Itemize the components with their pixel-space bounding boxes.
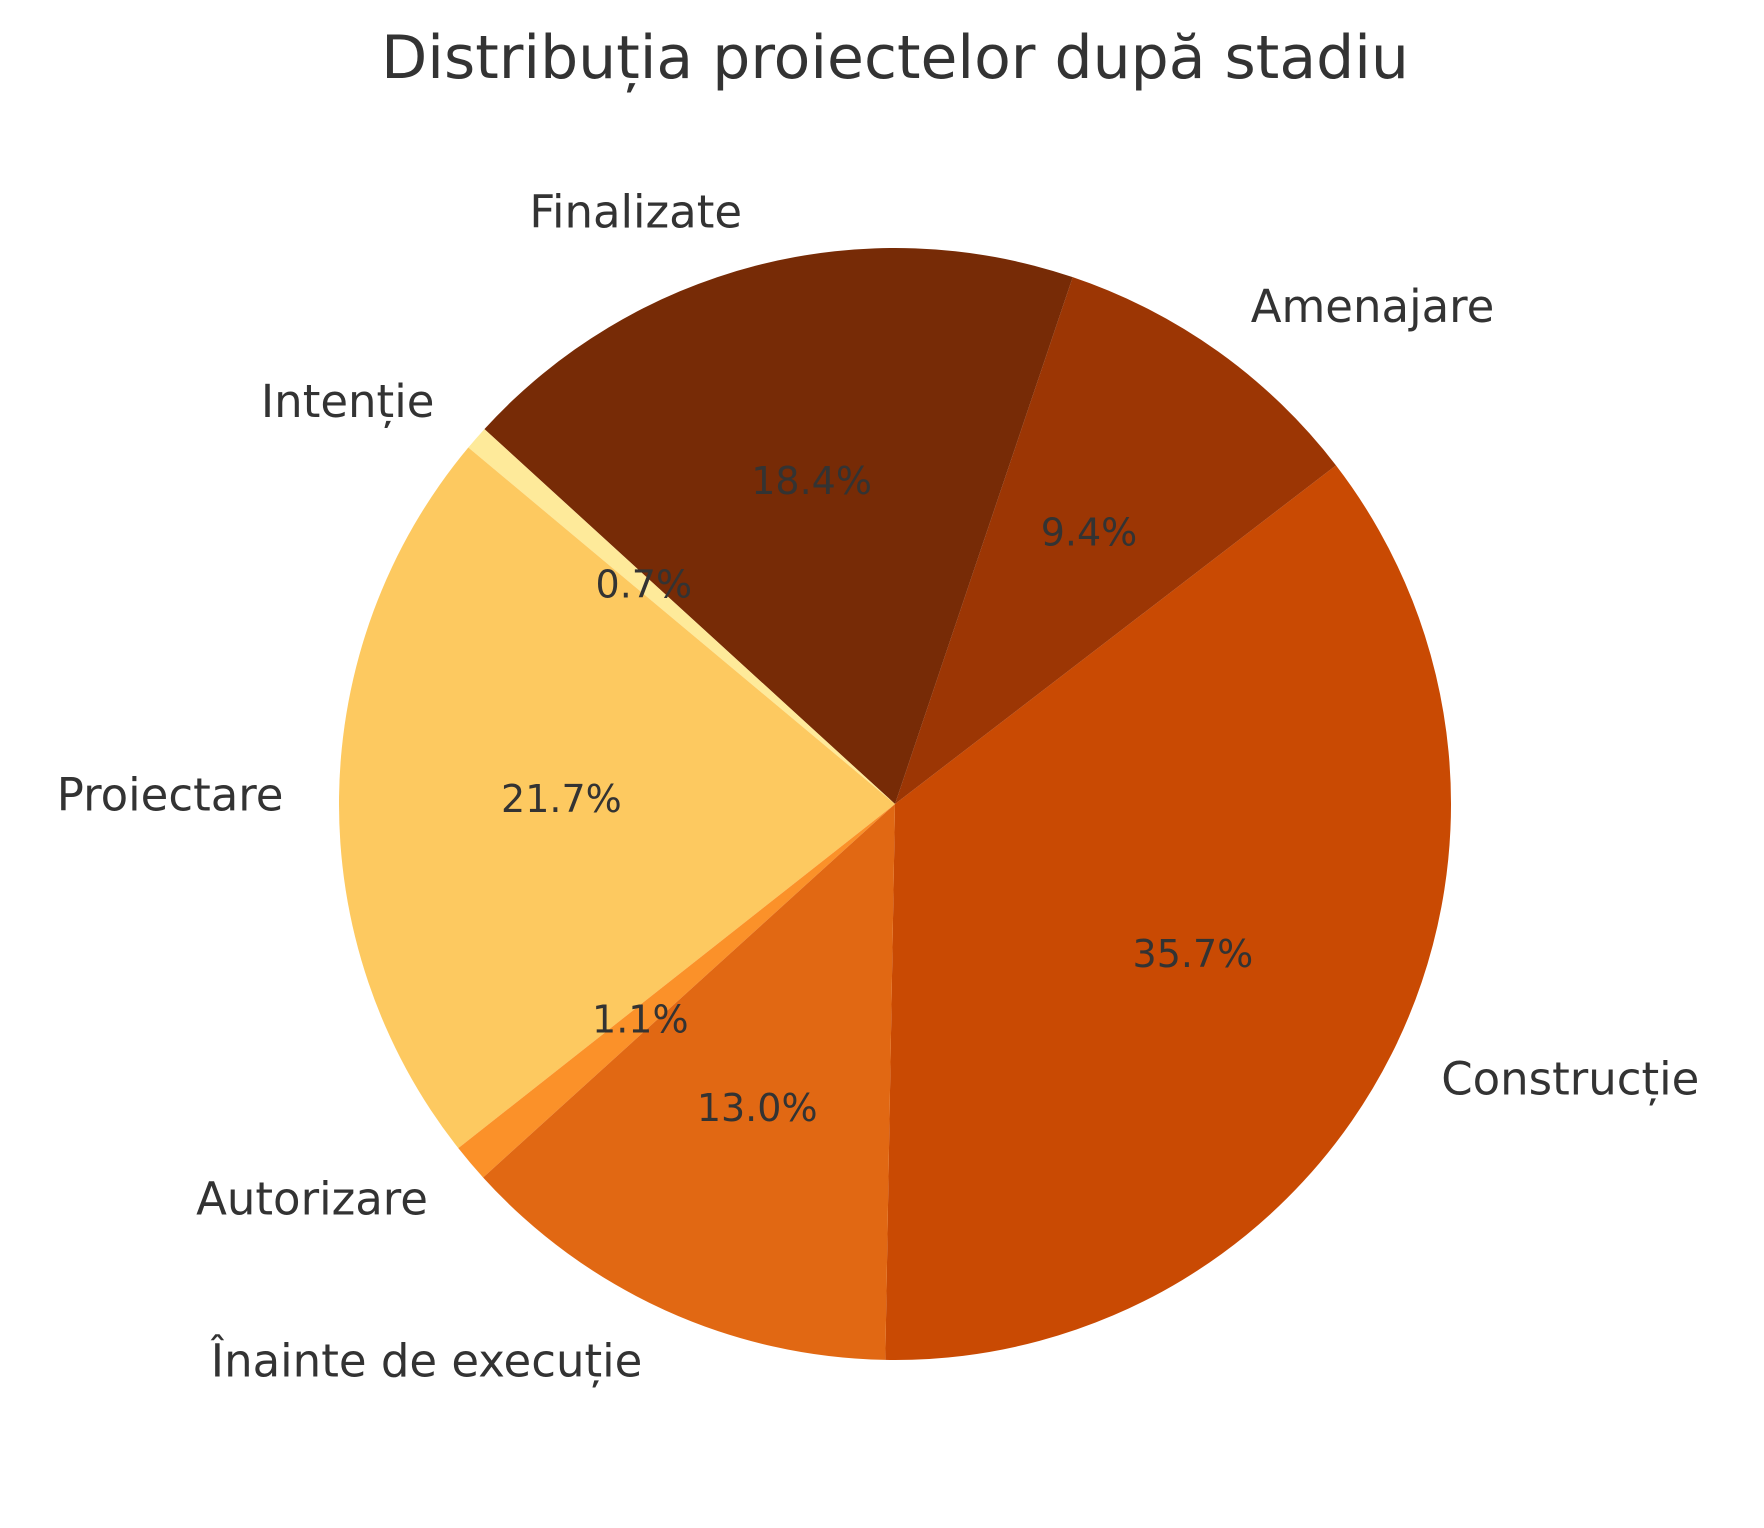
category-label-autorizare: Autorizare (196, 1172, 428, 1225)
category-label-amenajare: Amenajare (1251, 280, 1495, 333)
category-label-constructie: Construcție (1441, 1053, 1699, 1106)
pie-slice-finalizate (484, 247, 1073, 804)
slices-layer (338, 247, 1452, 1361)
percent-label-proiectare: 21.7% (501, 777, 622, 821)
pie-slice-amenajare (895, 277, 1336, 804)
pie-slice-intentie (468, 429, 895, 804)
pie-slice-constructie (885, 465, 1452, 1361)
percent-label-autorizare: 1.1% (592, 997, 689, 1041)
category-label-proiectare: Proiectare (57, 769, 284, 822)
labels-layer: Construcție 35.7% Amenajare 9.4% Finalizate 1… (57, 185, 1700, 1387)
pie-slice-autorizare (458, 804, 895, 1178)
percent-label-intentie: 0.7% (596, 563, 693, 607)
percent-label-inainte-de-executie: 13.0% (697, 1086, 818, 1130)
pie-slice-proiectare (338, 447, 895, 1149)
category-label-finalizate: Finalizate (529, 185, 742, 238)
pie-slice-inainte-de-executie (483, 804, 895, 1360)
percent-label-finalizate: 18.4% (751, 459, 872, 503)
chart-title: Distribuția proiectelor după stadiu (381, 23, 1409, 93)
category-label-inainte-de-executie: Înainte de execuție (210, 1335, 643, 1388)
percent-label-amenajare: 9.4% (1041, 511, 1138, 555)
category-label-intentie: Intenție (261, 375, 434, 428)
percent-label-constructie: 35.7% (1133, 932, 1254, 976)
